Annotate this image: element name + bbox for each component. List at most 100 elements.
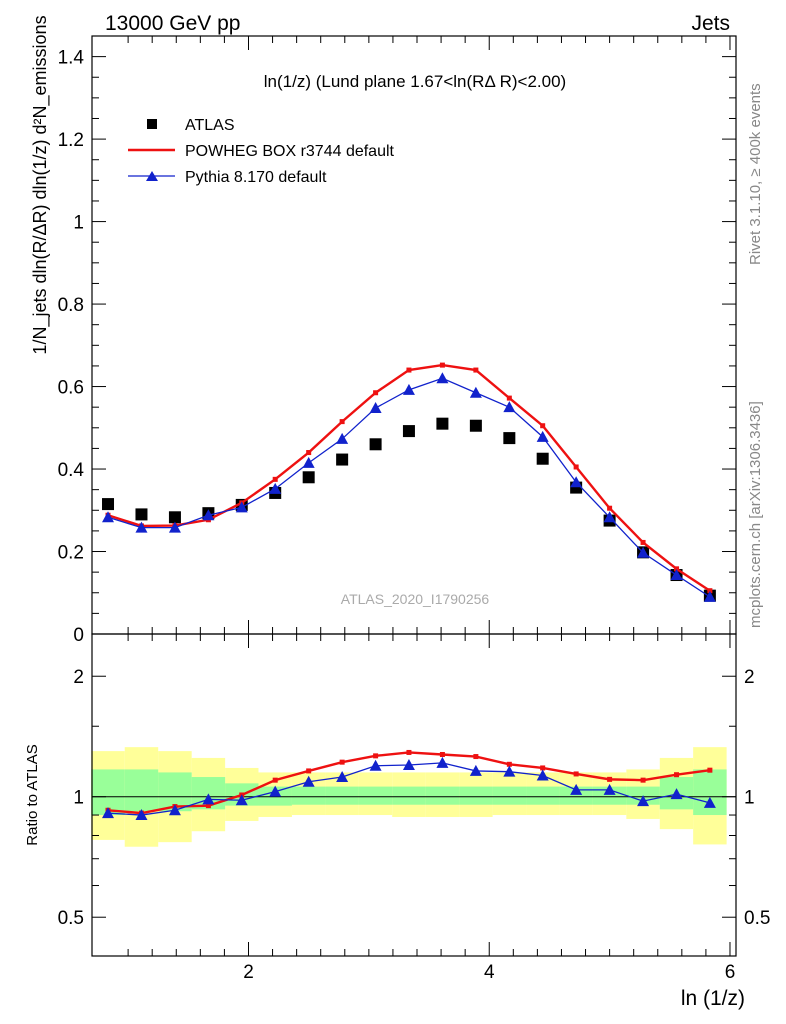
green-band-segment [291,786,326,805]
powheg-ratio-point [640,777,646,783]
ratio-y-tick-label: 0.5 [58,908,84,929]
ratio-y-tick-label: 1 [73,788,84,809]
pythia-ratio-point [469,764,482,776]
powheg-ratio-point [473,754,479,760]
green-band-segment [559,786,593,805]
green-band-segment [392,786,426,805]
pythia-ratio-point [102,807,115,819]
pythia-ratio-point [603,783,616,795]
main-y-tick-label: 0.6 [58,378,84,399]
ratio-y-axis-label: Ratio to ATLAS [24,744,41,845]
powheg-ratio-point [439,751,445,757]
ratio-plot-frame [91,633,737,957]
powheg-ratio-point [607,776,613,782]
powheg-point [272,476,278,482]
pythia-point [570,476,583,488]
pythia-ratio-point [703,796,716,808]
powheg-ratio-point [373,753,379,759]
pythia-point [436,372,449,384]
powheg-point [540,423,546,429]
atlas-data-point [369,438,382,451]
pythia-point [269,482,282,494]
x-axis-label: ln (1/z) [681,987,745,1010]
pythia-line [107,377,711,598]
main-y-tick-label: 1.4 [58,48,85,69]
powheg-ratio-point [205,803,211,809]
header-left: 13000 GeV pp [105,12,240,35]
powheg-ratio-point [506,761,512,767]
ratio-y-tick-label: 2 [73,667,84,688]
pythia-ratio-point [235,794,248,806]
main-y-axis-label-text: 1/N_jets dln(R/ΔR) dln(1/z) d²N_emission… [30,15,51,354]
pythia-point [536,430,549,442]
pythia-ratio-point [402,759,415,771]
atlas-data-point [402,425,415,438]
legend-pythia-label: Pythia 8.170 default [185,169,327,186]
atlas-data-point [436,417,449,430]
ratio-y-tick-label-right: 1 [744,788,755,809]
green-band-segment [492,786,527,805]
pythia-ratio-point [536,769,549,781]
green-band-segment [325,786,359,805]
pythia-point [235,501,248,513]
pythia-point [336,432,349,444]
legend-atlas-label: ATLAS [185,117,235,134]
pythia-point [603,511,616,523]
pythia-point [703,590,716,602]
green-band-segment [693,769,727,816]
powheg-ratio-point [573,771,579,777]
pythia-ratio-point [503,765,516,777]
rivet-label: Rivet 3.1.10, ≥ 400k events [747,83,764,265]
powheg-ratio-point [272,777,278,783]
pythia-point [670,569,683,581]
legend: ATLAS POWHEG BOX r3744 default Pythia 8.… [128,117,395,186]
ratio-y-tick-label-right: 2 [744,667,755,688]
green-band-segment [425,786,460,805]
main-y-tick-label: 0.8 [58,295,84,316]
main-y-tick-label: 0.2 [58,543,84,564]
green-band-segment [358,786,393,805]
pythia-ratio-point [670,788,683,800]
pythia-point [202,509,215,521]
powheg-ratio-point [306,768,312,774]
green-band-segment [592,786,627,805]
pythia-ratio-point [637,795,650,807]
pythia-point [503,401,516,413]
powheg-point [473,367,479,373]
ratio-plot: 0.5 1 2 0.5 1 2 2 4 6 [58,633,770,983]
ratio-y-tick-label-right: 0.5 [744,908,770,929]
green-band-segment [124,769,159,812]
pythia-point [102,511,115,523]
main-y-axis-label: 1/N_jets dln(R/ΔR) dln(1/z) d²N_emission… [30,15,51,354]
atlas-data-point [135,508,148,521]
main-y-tick-label: 0 [73,625,84,646]
pythia-point [637,546,650,558]
pythia-point [402,383,415,395]
green-band-segment [459,786,493,805]
atlas-data-point [536,452,549,465]
powheg-point [339,419,345,425]
pythia-ratio-point [302,775,315,787]
pythia-ratio-point [570,783,583,795]
powheg-line [107,363,711,592]
x-tick-label: 4 [484,962,495,983]
powheg-point [640,539,646,545]
atlas-data-point [469,419,482,432]
pythia-ratio-point [202,793,215,805]
pythia-ratio-point [336,771,349,783]
main-y-tick-label: 1 [73,213,84,234]
header-right: Jets [691,12,730,35]
main-plot: 0 0.2 0.4 0.6 0.8 1 1.2 1.4 ln(1/z) (Lund plane… [58,35,737,646]
legend-powheg-label: POWHEG BOX r3744 default [185,143,395,160]
powheg-point [506,395,512,401]
powheg-point [306,450,312,456]
atlas-data-point [168,511,181,524]
powheg-point [674,566,680,572]
powheg-point [573,464,579,470]
pythia-ratio-point [168,804,181,816]
powheg-ratio-point [707,767,713,773]
powheg-ratio-point [339,759,345,765]
x-tick-label: 6 [725,962,736,983]
pythia-point [369,401,382,413]
x-tick-label: 2 [243,962,254,983]
